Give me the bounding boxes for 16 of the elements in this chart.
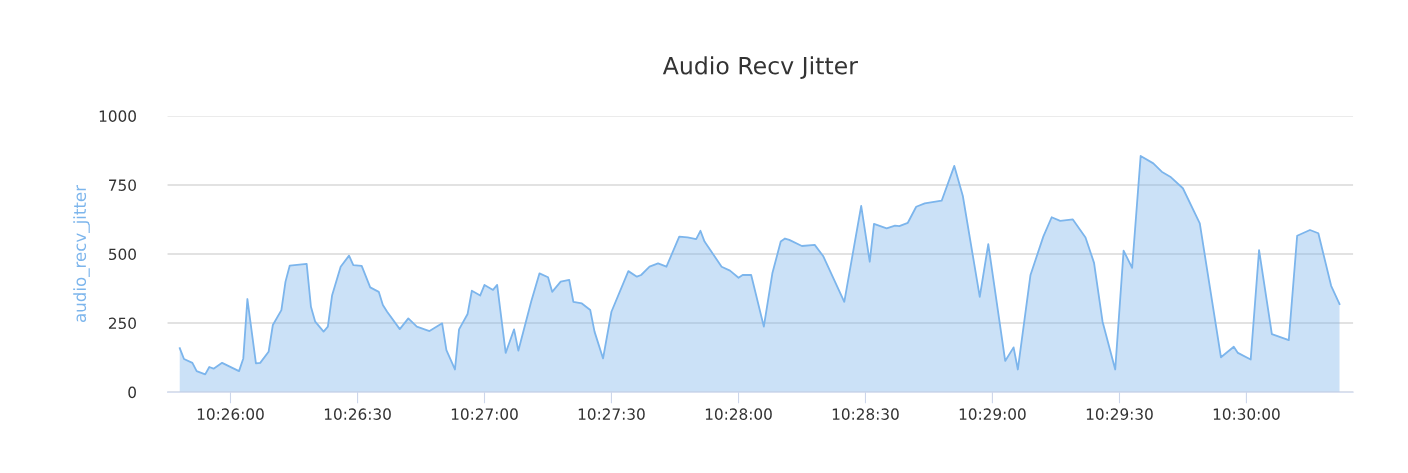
x-tick-label: 10:29:30 bbox=[1086, 408, 1153, 420]
y-tick-label: 500 bbox=[109, 248, 136, 261]
x-tick-label: 10:26:30 bbox=[324, 408, 391, 420]
y-tick-label: 250 bbox=[108, 317, 136, 330]
y-tick-label: 1000 bbox=[99, 110, 136, 122]
x-tick-label: 10:27:00 bbox=[451, 408, 518, 420]
y-axis-title: audio_recv_jitter bbox=[73, 184, 90, 323]
x-tick-label: 10:29:00 bbox=[959, 408, 1026, 420]
x-tick-label: 10:28:30 bbox=[832, 408, 899, 420]
x-tick-label: 10:26:00 bbox=[197, 408, 264, 420]
chart-title: Audio Recv Jitter bbox=[662, 56, 858, 79]
x-tick-label: 10:28:00 bbox=[705, 408, 772, 420]
y-tick-label: 750 bbox=[109, 179, 136, 191]
y-tick-label: 0 bbox=[128, 386, 136, 399]
x-tick-label: 10:30:00 bbox=[1213, 408, 1280, 420]
x-tick-label: 10:27:30 bbox=[578, 408, 645, 420]
